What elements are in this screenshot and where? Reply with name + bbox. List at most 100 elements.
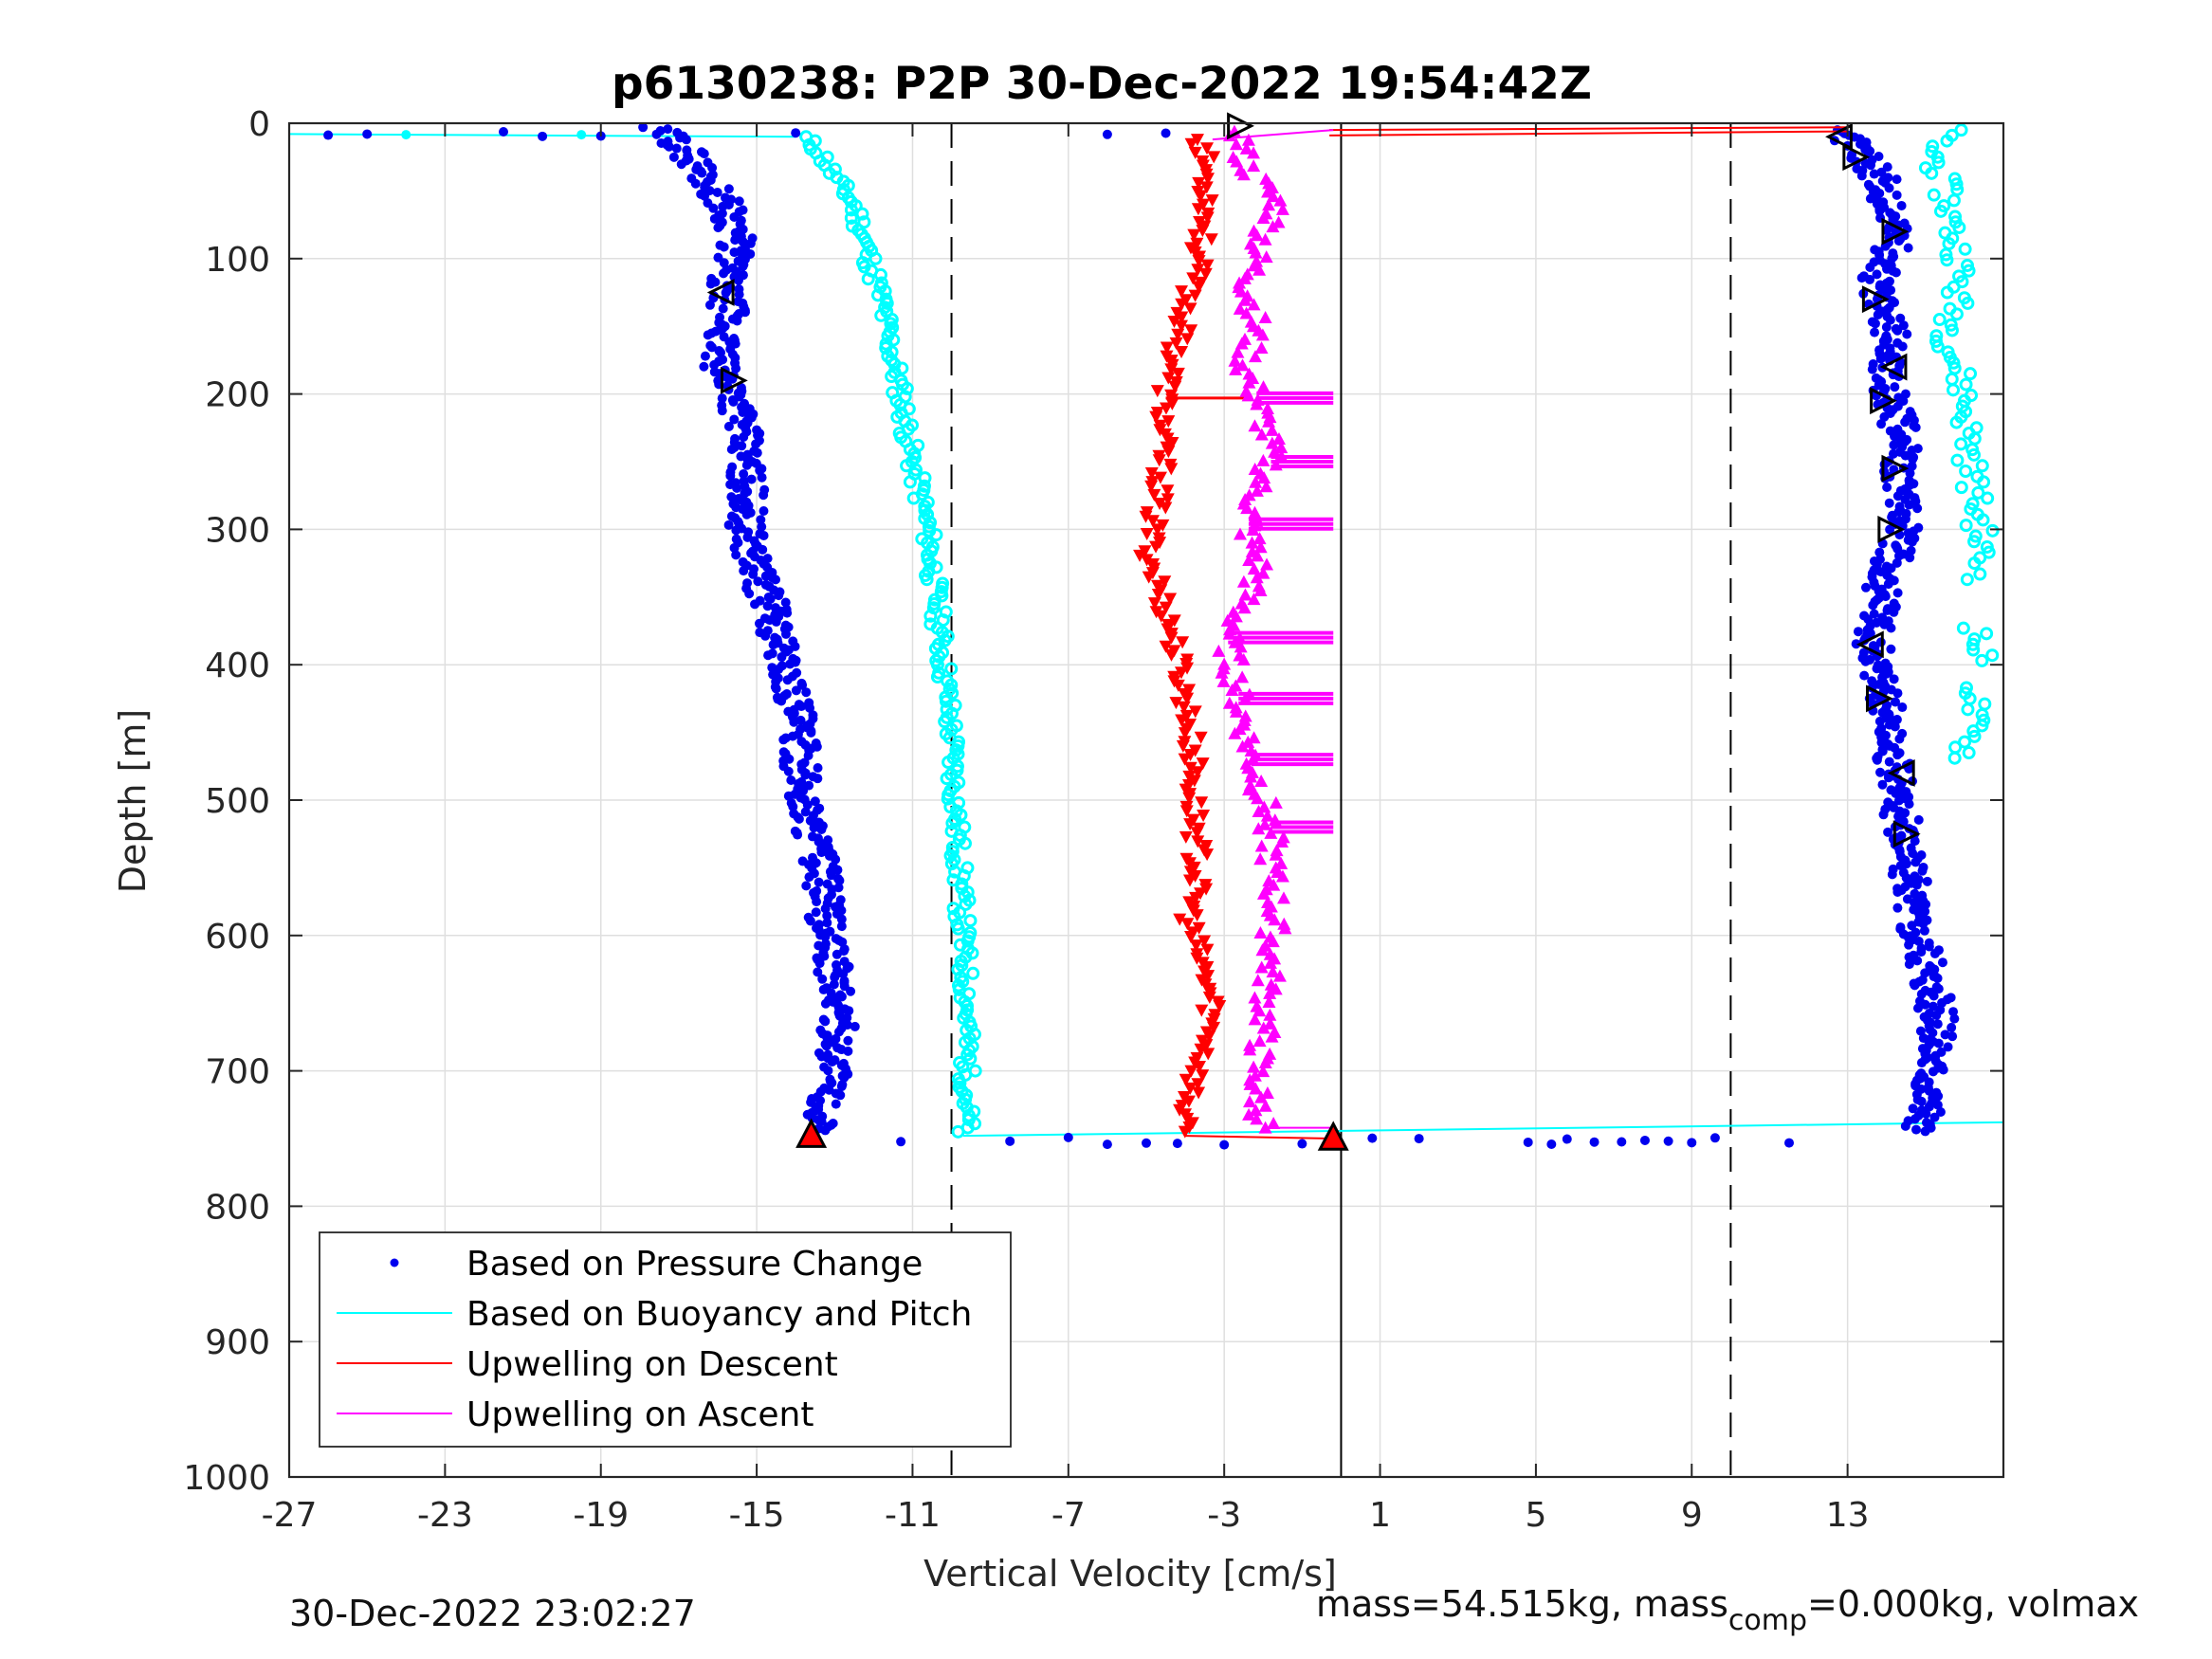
descent-point	[1194, 1043, 1208, 1056]
buoyancy-point	[920, 573, 934, 587]
ascent-point	[1245, 536, 1259, 549]
pressure-point	[1866, 160, 1876, 171]
descent-point	[1171, 328, 1185, 341]
pressure-point	[738, 261, 748, 271]
pressure-point	[836, 921, 847, 932]
ascent-point	[1234, 337, 1249, 350]
marker-triangle	[1870, 387, 1897, 415]
buoyancy-point	[1975, 459, 1989, 473]
ascent-point	[1250, 1112, 1264, 1125]
pressure-point	[700, 351, 710, 361]
buoyancy-point	[1931, 155, 1946, 170]
pressure-point	[804, 872, 814, 883]
x-tick-label: 9	[1681, 1496, 1703, 1535]
buoyancy-point	[1954, 481, 1968, 495]
pressure-point	[760, 630, 771, 641]
descent-point	[1175, 714, 1189, 727]
pressure-point	[1905, 468, 1915, 479]
pressure-point	[725, 470, 736, 481]
descent-point	[1177, 701, 1191, 714]
mass-prefix: mass=54.515kg, mass	[1316, 1583, 1728, 1625]
pressure-point	[1892, 886, 1903, 897]
pressure-point	[1891, 267, 1901, 278]
buoyancy-point	[1981, 491, 1995, 505]
footer-mass-info: mass=54.515kg, masscomp=0.000kg, volmax	[1316, 1583, 2139, 1637]
ascent-point	[1258, 1121, 1272, 1134]
pressure-point	[1928, 1028, 1938, 1038]
x-tick-label: -19	[573, 1496, 629, 1535]
ascent-point	[1260, 1086, 1274, 1100]
pressure-point	[699, 361, 709, 372]
descent-point	[1174, 666, 1188, 680]
ascent-point	[1225, 684, 1239, 697]
descent-point	[1197, 935, 1212, 948]
marker-triangle	[1881, 454, 1910, 483]
ascent-point	[1251, 792, 1265, 805]
ascent-point	[1268, 813, 1282, 827]
pressure-point	[1687, 1138, 1697, 1148]
y-axis-label: Depth [m]	[112, 709, 154, 894]
ascent-point	[1229, 362, 1243, 375]
buoyancy-point	[929, 528, 943, 542]
descent-point	[1205, 194, 1219, 208]
pressure-point	[681, 135, 691, 145]
ascent-point	[1258, 311, 1272, 324]
pressure-point	[732, 316, 742, 326]
buoyancy-point	[1966, 643, 1981, 657]
descent-point	[1191, 835, 1205, 848]
pressure-point	[362, 129, 373, 139]
buoyancy-point	[1934, 204, 1948, 218]
buoyancy-point	[930, 658, 944, 672]
pressure-point	[1920, 1126, 1930, 1137]
x-tick-label: 5	[1525, 1496, 1546, 1535]
pressure-point	[1367, 1133, 1378, 1143]
buoyancy-point	[1947, 751, 1962, 765]
ascent-point	[1254, 428, 1269, 441]
descent-point	[1182, 874, 1197, 887]
pressure-point	[1910, 422, 1921, 432]
pressure-point	[1892, 750, 1903, 760]
descent-point	[1201, 970, 1216, 983]
ascent-point	[1249, 246, 1263, 259]
ascent-point	[1248, 1012, 1262, 1026]
pressure-point	[800, 770, 811, 780]
pressure-point	[671, 143, 682, 154]
ascent-point	[1244, 770, 1258, 783]
pressure-point	[741, 460, 752, 470]
x-axis-label: Vertical Velocity [cm/s]	[923, 1553, 1337, 1595]
pressure-point	[1889, 440, 1899, 450]
buoyancy-point	[1959, 519, 1973, 533]
buoyancy-point	[958, 836, 972, 850]
marker-triangle	[1866, 684, 1893, 713]
ascent-point	[1274, 441, 1289, 454]
pressure-point	[1903, 243, 1913, 253]
pressure-point	[835, 1090, 846, 1101]
descent-point	[1192, 281, 1206, 294]
descent-point	[1191, 203, 1205, 216]
pressure-point	[778, 735, 789, 745]
pressure-point	[323, 130, 334, 140]
ascent-point	[1238, 692, 1252, 705]
buoyancy-point	[1949, 415, 1964, 429]
ascent-point	[1229, 704, 1243, 718]
ascent-point	[1250, 397, 1264, 410]
buoyancy-point	[906, 491, 921, 505]
ascent-point	[1253, 852, 1268, 866]
descent-point	[1194, 190, 1208, 203]
ascent-point	[1228, 354, 1242, 367]
buoyancy-point	[1945, 372, 1959, 386]
pressure-point	[1892, 174, 1902, 185]
pressure-point	[1943, 1042, 1953, 1052]
mass-suffix: =0.000kg, volmax	[1807, 1583, 2140, 1625]
descent-point	[1207, 151, 1221, 164]
descent-point	[1180, 333, 1195, 346]
ascent-point	[1254, 960, 1269, 974]
series-pressure-change	[323, 122, 1960, 1150]
pressure-point	[651, 129, 662, 139]
pressure-point	[1161, 128, 1171, 138]
pressure-point	[786, 775, 796, 786]
pressure-point	[1904, 500, 1914, 510]
pressure-point	[1892, 491, 1903, 501]
ascent-point	[1249, 475, 1263, 488]
descent-point	[1149, 540, 1163, 554]
